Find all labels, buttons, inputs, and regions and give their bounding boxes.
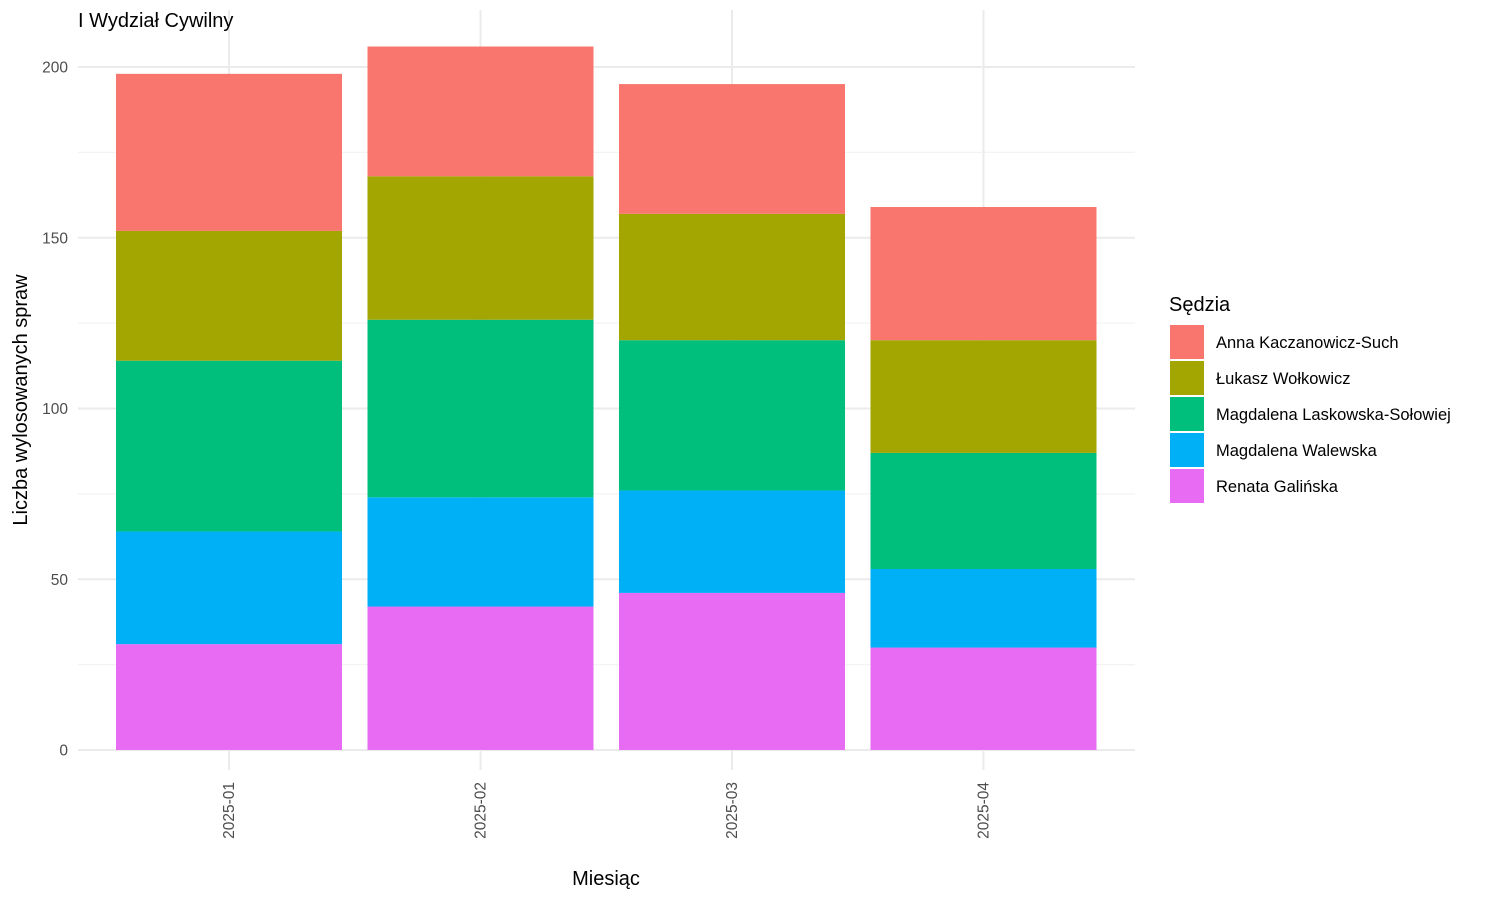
bar-segment [870,452,1097,570]
bar-segment [619,340,845,491]
bar-segment [367,319,594,498]
bar-segment [116,531,342,645]
bar-segment [367,46,594,177]
y-tick-label: 200 [42,60,68,77]
bar-segment [116,360,342,532]
y-tick-label: 100 [42,401,68,418]
legend-label: Magdalena Laskowska-Sołowiej [1216,406,1451,424]
x-tick-label: 2025-04 [976,782,993,839]
y-tick-label: 0 [59,743,68,760]
legend-key [1170,433,1204,467]
bar-segment [619,592,845,750]
y-axis-title: Liczba wylosowanych spraw [10,274,32,526]
bar-segment [367,497,594,607]
bar-segment [619,84,845,214]
legend-label: Łukasz Wołkowicz [1216,370,1351,388]
y-tick-label: 50 [51,572,69,589]
y-axis-ticks: 0 50 100 150 200 [42,60,68,760]
y-tick-label: 150 [42,230,68,247]
bar-segment [116,644,342,750]
bar-segment [870,207,1097,341]
bar-segment [619,213,845,341]
legend: Sędzia Anna Kaczanowicz-Such Łukasz Wołko… [1169,294,1451,503]
bar-segment [367,606,594,750]
bar-segment [619,490,845,593]
legend-key [1170,325,1204,359]
bar-segment [116,73,342,231]
legend-title: Sędzia [1169,294,1231,316]
bar-segment [870,569,1097,648]
chart-title: I Wydział Cywilny [78,10,233,32]
legend-label: Renata Galińska [1216,478,1339,496]
bar-segment [367,176,594,320]
legend-key [1170,469,1204,503]
x-tick-label: 2025-03 [724,782,741,839]
x-axis-ticks: 2025-01 2025-02 2025-03 2025-04 [221,782,993,839]
x-tick-label: 2025-02 [473,782,490,839]
x-axis-title: Miesiąc [572,868,640,890]
bar-segment [870,340,1097,453]
legend-key [1170,361,1204,395]
x-tick-label: 2025-01 [221,782,238,839]
legend-label: Magdalena Walewska [1216,442,1378,460]
bars-layer [116,46,1097,750]
legend-key [1170,397,1204,431]
bar-segment [870,647,1097,750]
bar-segment [116,230,342,361]
legend-label: Anna Kaczanowicz-Such [1216,334,1399,352]
legend-items: Anna Kaczanowicz-Such Łukasz Wołkowicz Mag… [1170,325,1451,503]
